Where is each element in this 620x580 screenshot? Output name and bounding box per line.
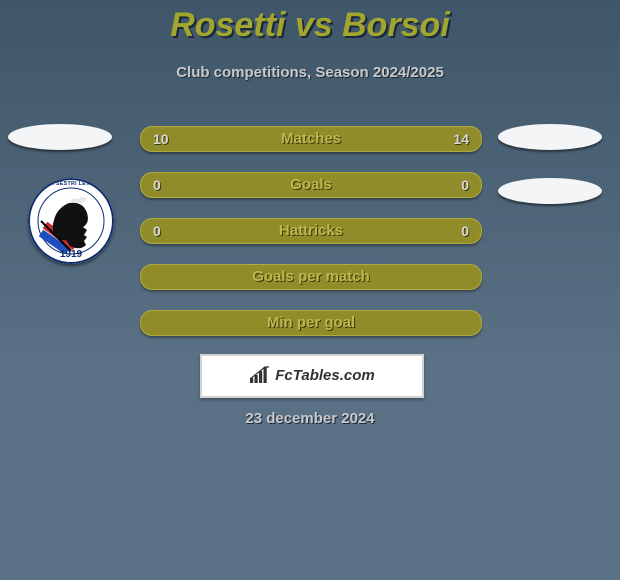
stat-label: Goals [141, 173, 481, 197]
team-logo-placeholder [498, 178, 602, 204]
stat-value-left: 0 [153, 219, 161, 243]
stat-value-right: 0 [461, 219, 469, 243]
source-logo-text: FcTables.com [275, 367, 374, 384]
stat-row: Matches10 14 [140, 126, 482, 152]
stat-label: Hattricks [141, 219, 481, 243]
chart-bars-icon [249, 366, 271, 384]
stat-label: Goals per match [141, 265, 481, 289]
stat-row: Goals0 0 [140, 172, 482, 198]
stat-label: Min per goal [141, 311, 481, 335]
page-title: Rosetti vs Borsoi [0, 6, 620, 45]
stat-value-right: 0 [461, 173, 469, 197]
team-logo-placeholder [8, 124, 112, 150]
club-badge-top-text: U.S.D. SESTRI LEVANTE [28, 181, 114, 187]
stat-label: Matches [141, 127, 481, 151]
date-text: 23 december 2024 [0, 410, 620, 427]
stat-value-right: 14 [453, 127, 469, 151]
stat-row: Goals per match [140, 264, 482, 290]
stat-value-left: 0 [153, 173, 161, 197]
team-logo-placeholder [498, 124, 602, 150]
source-logo: FcTables.com [200, 354, 424, 398]
stat-value-left: 10 [153, 127, 169, 151]
stat-row: Min per goal [140, 310, 482, 336]
subtitle: Club competitions, Season 2024/2025 [0, 64, 620, 81]
club-badge-year: 1919 [28, 249, 114, 260]
club-badge: U.S.D. SESTRI LEVANTE 1919 [28, 178, 114, 264]
stat-row: Hattricks0 0 [140, 218, 482, 244]
